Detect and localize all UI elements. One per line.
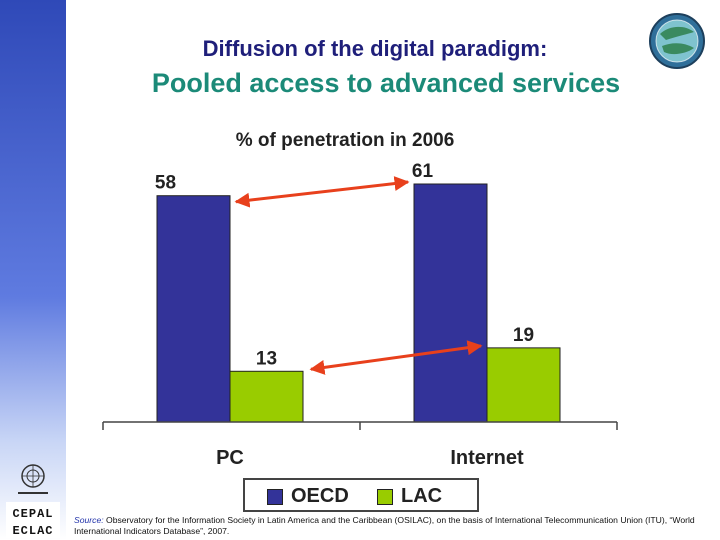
chart-title: % of penetration in 2006 <box>235 130 455 151</box>
legend-label-lac: LAC <box>401 485 443 507</box>
legend-label-oecd: OECD <box>291 485 349 507</box>
slide-subtitle-heading: Pooled access to advanced services <box>151 68 621 98</box>
slide-title: Diffusion of the digital paradigm: <box>202 36 548 61</box>
source-text: Observatory for the Information Society … <box>74 515 695 536</box>
sidebar-band <box>0 0 66 540</box>
legend-swatch-oecd <box>267 488 283 505</box>
source-label: Source: <box>74 515 104 525</box>
svg-text:CEPAL: CEPAL <box>12 507 53 521</box>
svg-text:ECLAC: ECLAC <box>12 524 53 538</box>
arrow-lac <box>309 340 483 375</box>
chart-legend: OECD LAC <box>243 478 479 512</box>
legend-item-lac: LAC <box>377 485 442 508</box>
bar-lac-internet <box>486 347 561 423</box>
cepal-logo-icon: CEPAL ECLAC <box>6 502 60 538</box>
bar-lac-pc <box>229 370 304 423</box>
legend-swatch-lac <box>377 488 393 505</box>
category-label-internet: Internet <box>450 447 524 469</box>
legend-item-oecd: OECD <box>267 485 349 508</box>
source-note: Source: Observatory for the Information … <box>74 515 714 537</box>
data-label-lac-internet: 19 <box>513 325 534 346</box>
bar-oecd-internet <box>413 183 488 423</box>
bar-oecd-pc <box>156 195 231 423</box>
category-label-pc: PC <box>216 447 244 469</box>
united-nations-emblem-icon <box>18 464 48 494</box>
data-label-oecd-internet: 61 <box>412 161 434 182</box>
data-label-oecd-pc: 58 <box>155 173 176 194</box>
globe-logo-icon <box>649 13 705 69</box>
arrow-oecd <box>234 176 410 208</box>
data-label-lac-pc: 13 <box>256 348 277 369</box>
